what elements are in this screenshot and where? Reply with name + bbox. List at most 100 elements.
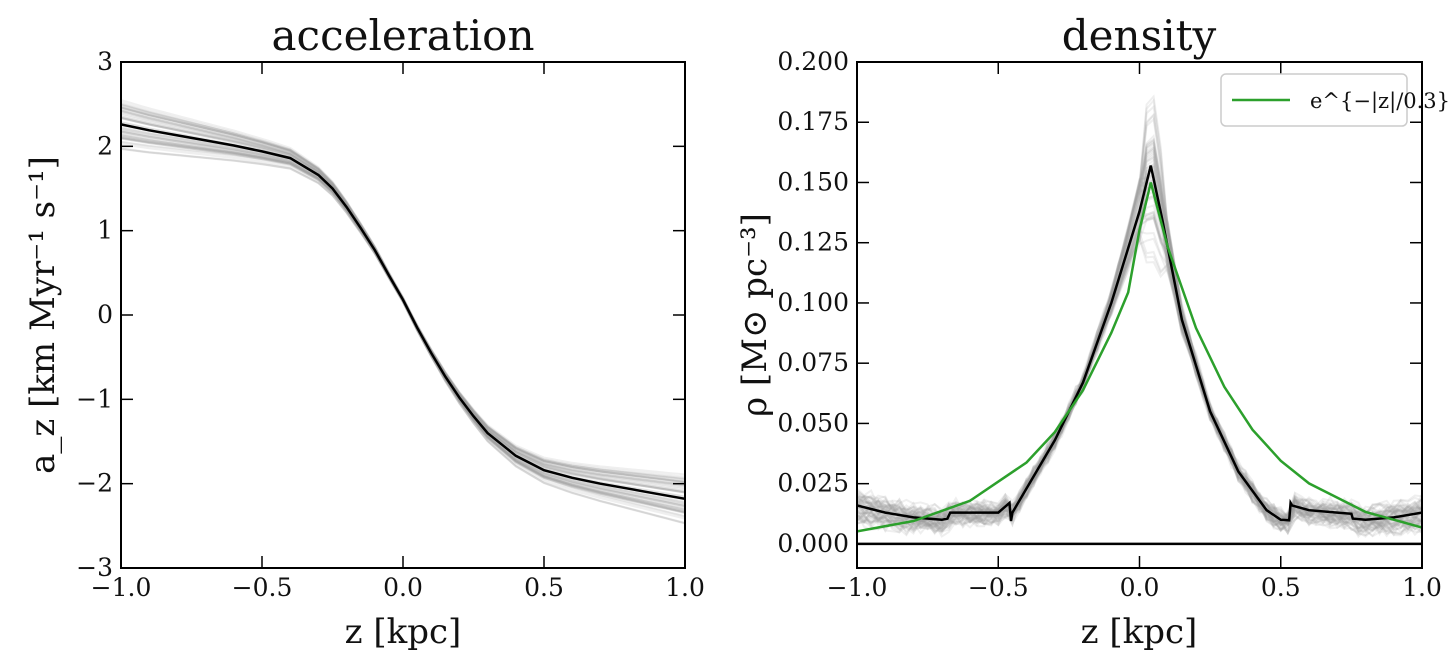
x-tick-label: 0.5	[524, 573, 564, 602]
x-tick-label: −1.0	[827, 573, 888, 602]
acceleration-ensemble-line	[120, 137, 686, 514]
x-tick-label: 1.0	[1402, 573, 1442, 602]
acceleration-ensemble-line	[120, 116, 686, 494]
acceleration-ensemble-line	[120, 136, 686, 514]
density-ensemble-line	[857, 186, 1422, 531]
acceleration-ensemble-line	[120, 124, 686, 501]
y-tick-label: 0.200	[777, 47, 849, 76]
acceleration-ensemble-line	[120, 117, 686, 494]
y-tick-label: 0.125	[777, 228, 849, 257]
acceleration-ensemble-line	[120, 126, 686, 503]
acceleration-ensemble-line	[120, 143, 686, 520]
density-ensemble-line	[857, 172, 1422, 538]
y-tick-label: −3	[76, 553, 113, 582]
x-tick-label: −1.0	[91, 573, 152, 602]
density-ensemble-line	[857, 217, 1422, 522]
density-title: density	[1062, 11, 1217, 60]
acceleration-ensemble-line	[120, 106, 686, 484]
density-ensemble-lines	[857, 94, 1422, 539]
acceleration-ensemble-line	[120, 136, 686, 514]
density-ensemble-line	[857, 211, 1422, 535]
acceleration-ensemble-line	[120, 130, 686, 508]
y-tick-label: 3	[97, 47, 113, 76]
density-plot-frame	[856, 61, 1423, 569]
acceleration-ensemble-line	[120, 130, 686, 507]
acceleration-ensemble-line	[120, 123, 686, 501]
density-x-axis-label: z [kpc]	[1081, 612, 1198, 652]
density-ensemble-line	[857, 183, 1422, 536]
acceleration-ensemble-line	[120, 130, 686, 507]
acceleration-ensemble-line	[120, 134, 686, 512]
density-ensemble-line	[857, 144, 1422, 527]
density-ensemble-line	[857, 212, 1422, 529]
acceleration-ensemble-line	[120, 128, 686, 506]
density-ensemble-line	[857, 98, 1422, 521]
x-tick-label: 0.0	[383, 573, 423, 602]
acceleration-ensemble-line	[120, 99, 686, 476]
acceleration-ensemble-line	[120, 117, 686, 494]
density-ensemble-line	[857, 146, 1422, 523]
acceleration-ensemble-line	[120, 137, 686, 514]
y-tick-label: 0.000	[777, 529, 849, 558]
density-ensemble-line	[857, 229, 1422, 534]
acceleration-ensemble-lines	[120, 99, 686, 525]
density-ensemble-line	[857, 112, 1422, 534]
y-tick-label: 0.100	[777, 288, 849, 317]
acceleration-ensemble-line	[120, 123, 686, 500]
density-series	[857, 165, 1422, 546]
acceleration-ensemble-line	[120, 140, 686, 518]
acceleration-ensemble-line	[120, 137, 686, 515]
acceleration-y-axis-label: a_z [km Myr⁻¹ s⁻¹]	[23, 156, 63, 474]
y-tick-label: −1	[76, 384, 113, 413]
density-series-line-1	[857, 182, 1422, 533]
density-ensemble-line	[857, 134, 1422, 523]
acceleration-ensemble-line	[120, 102, 686, 480]
density-ensemble-line	[857, 117, 1422, 535]
acceleration-ensemble-line	[120, 116, 686, 494]
acceleration-title: acceleration	[272, 11, 535, 60]
acceleration-ticks: −1.0 −0.5 0.0 0.5 1.0 −3 −2 −1 0 1 2 3	[76, 47, 705, 602]
y-tick-label: 0	[97, 300, 113, 329]
acceleration-ensemble-line	[120, 105, 686, 483]
density-ensemble-line	[857, 156, 1422, 535]
acceleration-ensemble-line	[120, 103, 686, 480]
density-ensemble-line	[857, 209, 1422, 530]
acceleration-panel: acceleration −1.0 −0.5 0.0 0.5 1.0 −3 −2 −1 0 1 2 3…	[23, 11, 705, 652]
acceleration-ensemble-line	[120, 136, 686, 514]
x-tick-label: −0.5	[968, 573, 1029, 602]
acceleration-series-line-0	[120, 123, 686, 501]
legend-box	[1220, 73, 1408, 127]
x-tick-label: −0.5	[232, 573, 293, 602]
acceleration-ensemble-line	[120, 107, 686, 484]
x-tick-label: 0.5	[1261, 573, 1301, 602]
x-tick-label: 0.0	[1120, 573, 1160, 602]
acceleration-ensemble-line	[120, 106, 686, 483]
density-ensemble-line	[857, 180, 1422, 525]
density-legend: e^{−|z|/0.3}	[1220, 73, 1450, 127]
y-tick-label: 1	[97, 216, 113, 245]
acceleration-ensemble-line	[120, 104, 686, 481]
acceleration-ensemble-line	[120, 121, 686, 498]
acceleration-ensemble-line	[120, 134, 686, 511]
density-ensemble-line	[857, 203, 1422, 531]
density-ensemble-line	[857, 216, 1422, 538]
density-ensemble-line	[857, 137, 1422, 531]
density-ensemble-line	[857, 230, 1422, 534]
acceleration-x-axis-label: z [kpc]	[345, 612, 462, 652]
acceleration-ensemble-line	[120, 106, 686, 483]
density-ensemble-line	[857, 174, 1422, 537]
y-tick-label: 0.075	[777, 348, 849, 377]
acceleration-ensemble-line	[120, 103, 686, 481]
y-tick-label: −2	[76, 469, 113, 498]
acceleration-ensemble-line	[120, 132, 686, 510]
acceleration-ensemble-line	[120, 117, 686, 494]
density-ensemble-line	[857, 206, 1422, 526]
density-ensemble-line	[857, 174, 1422, 527]
acceleration-ensemble-line	[120, 106, 686, 483]
density-ensemble-line	[857, 235, 1422, 527]
density-ensemble-line	[857, 237, 1422, 521]
density-ensemble-line	[857, 169, 1422, 534]
density-ensemble-line	[857, 214, 1422, 532]
acceleration-ensemble-line	[120, 133, 686, 510]
